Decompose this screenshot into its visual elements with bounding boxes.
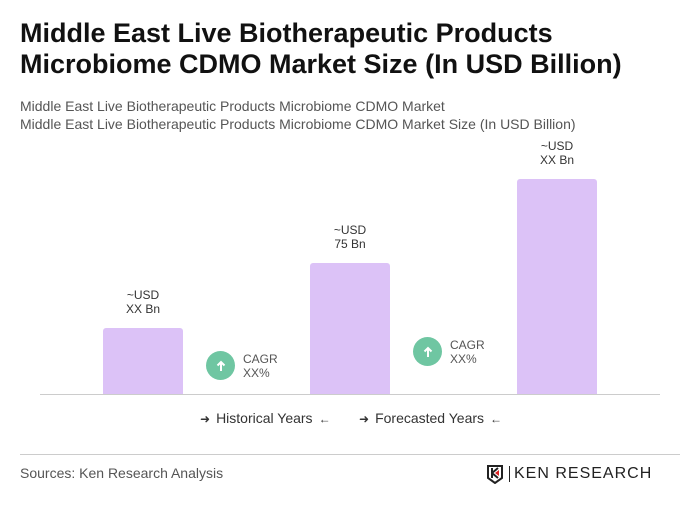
chart-title: Middle East Live Biotherapeutic Products… bbox=[20, 18, 622, 79]
data-label-line: XX Bn bbox=[539, 152, 575, 167]
source-text: Sources: Ken Research Analysis bbox=[20, 465, 224, 481]
data-label-2: ~USD 75 Bn bbox=[300, 223, 400, 251]
cagr-value: XX% bbox=[243, 365, 270, 380]
arrow-up-icon bbox=[206, 351, 235, 380]
legend-label: Historical Years bbox=[216, 410, 313, 426]
cagr-label: CAGR bbox=[450, 337, 485, 352]
arrow-left-icon: ← bbox=[490, 412, 503, 426]
legend-label: Forecasted Years bbox=[375, 410, 485, 426]
data-label-line: ~USD bbox=[333, 222, 367, 237]
arrow-right-icon: ➜ bbox=[359, 412, 370, 426]
arrow-right-icon: ➜ bbox=[200, 412, 211, 426]
x-axis bbox=[40, 394, 660, 395]
data-label-line: ~USD bbox=[126, 288, 160, 303]
arrow-left-icon: ← bbox=[318, 412, 331, 426]
data-label-3: ~USD XX Bn bbox=[507, 139, 607, 167]
cagr-annotation-2: CAGR XX% bbox=[413, 337, 485, 366]
bar-1 bbox=[103, 328, 183, 394]
data-label-line: 75 Bn bbox=[334, 236, 366, 251]
arrow-up-icon bbox=[413, 337, 442, 366]
cagr-label: CAGR bbox=[243, 351, 278, 366]
cagr-annotation-1: CAGR XX% bbox=[206, 351, 278, 380]
legend-historical: ➜ Historical Years ← bbox=[200, 410, 337, 426]
logo-text: KEN RESEARCH bbox=[514, 465, 653, 482]
data-label-1: ~USD XX Bn bbox=[93, 288, 193, 316]
legend-forecasted: ➜ Forecasted Years ← bbox=[359, 410, 508, 426]
subtitle-1: Middle East Live Biotherapeutic Products… bbox=[20, 98, 445, 114]
divider bbox=[20, 454, 680, 455]
bar-3 bbox=[517, 178, 597, 394]
data-label-line: ~USD bbox=[540, 138, 574, 153]
subtitle-2: Middle East Live Biotherapeutic Products… bbox=[20, 116, 576, 132]
logo-mark-icon bbox=[487, 465, 503, 484]
ken-research-logo: KEN RESEARCH bbox=[486, 464, 652, 484]
bar-2 bbox=[310, 262, 390, 394]
cagr-value: XX% bbox=[450, 351, 477, 366]
data-label-line: XX Bn bbox=[125, 302, 161, 317]
